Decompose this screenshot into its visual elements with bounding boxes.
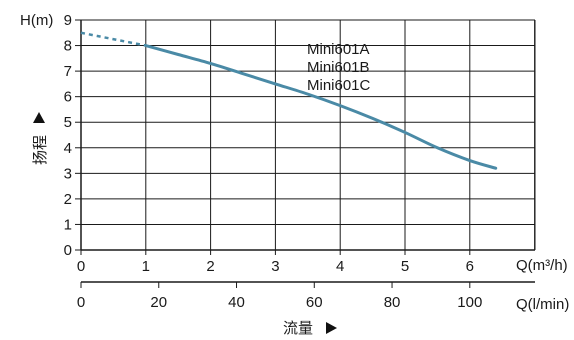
- x-tick-label: 2: [206, 258, 214, 275]
- x-tick-label: 5: [401, 258, 409, 275]
- y-tick-label: 7: [64, 63, 72, 80]
- y-tick-labels: 0 1 2 3 4 5 6 7 8 9: [64, 12, 72, 259]
- x2-tick-label: 60: [306, 294, 323, 311]
- x-tick-labels: 0 1 2 3 4 5 6: [77, 258, 474, 275]
- x-tick-label: 0: [77, 258, 85, 275]
- x-tick-label: 1: [142, 258, 150, 275]
- x-axis-title: 流量: [283, 319, 337, 337]
- x-tick-label: 4: [336, 258, 344, 275]
- y-tick-label: 4: [64, 140, 72, 157]
- x-tick-label: 6: [466, 258, 474, 275]
- y-tick-label: 9: [64, 12, 72, 29]
- series-line: [144, 44, 498, 170]
- series-label-b: Mini601B: [307, 59, 370, 76]
- series-label-a: Mini601A: [307, 41, 370, 58]
- y-tick-label: 2: [64, 191, 72, 208]
- x2-tick-label: 0: [77, 294, 85, 311]
- x2-tick-label: 20: [150, 294, 167, 311]
- axes: [75, 19, 535, 288]
- grid: [81, 19, 536, 250]
- series-group: [80, 31, 498, 170]
- series-label-c: Mini601C: [307, 77, 371, 94]
- y-axis-title: 扬程: [31, 112, 49, 165]
- y-tick-label: 5: [64, 114, 72, 131]
- y-tick-label: 8: [64, 38, 72, 55]
- x2-tick-labels: 0 20 40 60 80 100: [77, 294, 482, 311]
- y-axis-arrow-icon: [33, 112, 45, 123]
- y-tick-label: 3: [64, 165, 72, 182]
- y-tick-label: 1: [64, 216, 72, 233]
- x2-tick-label: 80: [384, 294, 401, 311]
- x2-tick-label: 100: [457, 294, 482, 311]
- x-axis-label-top: Q(m³/h): [516, 257, 568, 274]
- y-tick-label: 6: [64, 89, 72, 106]
- x-axis-label-bottom: Q(l/min): [516, 296, 569, 313]
- series-line-dashed: [80, 31, 147, 47]
- y-axis-label: H(m): [20, 12, 53, 29]
- y-tick-label: 0: [64, 242, 72, 259]
- x-axis-title-text: 流量: [283, 319, 313, 337]
- y-axis-title-text: 扬程: [31, 135, 49, 165]
- x-tick-label: 3: [271, 258, 279, 275]
- x-axis-arrow-icon: [326, 322, 337, 334]
- x2-tick-label: 40: [228, 294, 245, 311]
